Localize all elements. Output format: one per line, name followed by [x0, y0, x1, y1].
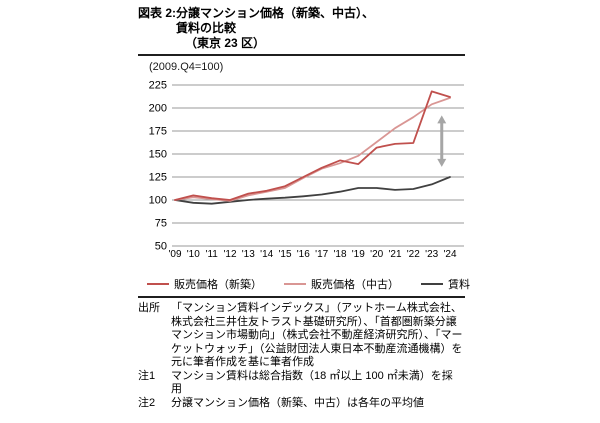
x-tick-label: '23 [425, 249, 438, 260]
y-tick-label: 225 [149, 80, 167, 92]
legend-label-rent: 賃料 [448, 279, 470, 291]
used-price-line-swatch [284, 283, 306, 285]
note-2-label: 注2 [138, 396, 156, 409]
x-tick-label: '21 [388, 249, 401, 260]
x-tick-label: '19 [352, 249, 365, 260]
footnotes: 出所 「マンション賃料インデックス」（アットホーム株式会社、 株式会社三井住友ト… [138, 302, 468, 410]
legend-item-new-price: 販売価格（新築） [147, 276, 262, 292]
x-tick-label: '22 [407, 249, 420, 260]
chart-legend: 販売価格（新築） 販売価格（中古） 賃料 [147, 276, 470, 292]
source-line: 元に筆者作成を基に筆者作成 [171, 356, 314, 368]
used-price-line [174, 96, 451, 202]
note-2: 注2 分譲マンション価格（新築、中古）は各年の平均値 [138, 397, 468, 411]
divider-top [138, 54, 465, 56]
x-tick-label: '18 [333, 249, 346, 260]
x-tick-label: '17 [315, 249, 328, 260]
note-1: 注1 マンション賃料は総合指数（18 ㎡以上 100 ㎡未満）を採 用 [138, 370, 468, 397]
new-price-line-swatch [147, 283, 169, 285]
legend-item-used-price: 販売価格（中古） [284, 276, 399, 292]
axis-unit-label: (2009.Q4=100) [149, 61, 224, 73]
divider-bottom [138, 296, 465, 298]
y-tick-label: 150 [149, 149, 167, 161]
source-line: マンション市場動向」（株式会社不動産経済研究所）、「マー [171, 329, 463, 341]
x-tick-label: '14 [260, 249, 273, 260]
y-tick-label: 50 [155, 241, 167, 253]
legend-item-rent: 賃料 [421, 276, 470, 292]
x-tick-label: '12 [223, 249, 236, 260]
figure-number: 図表 2: [138, 6, 177, 20]
note-2-text: 分譲マンション価格（新築、中古）は各年の平均値 [171, 397, 424, 411]
title-line-2: 賃料の比較 [176, 21, 237, 35]
x-tick-label: '20 [370, 249, 383, 260]
price-rent-line-chart: 225 200 175 150 125 100 75 50'09 '10 '11 '12 '13 '14… [149, 80, 464, 260]
figure-title: 図表 2: 分譲マンション価格（新築、中古）、 賃料の比較 （東京 23 区） [138, 6, 374, 51]
x-tick-label: '13 [242, 249, 255, 260]
new-price-line [174, 90, 451, 201]
source-line: 株式会社三井住友トラスト基礎研究所）、「首都圏新築分譲 [171, 315, 457, 328]
x-tick-label: '16 [297, 249, 310, 260]
note-2-line: 分譲マンション価格（新築、中古）は各年の平均値 [171, 396, 424, 409]
legend-label-new-price: 販売価格（新築） [174, 279, 262, 291]
rent-line [174, 176, 451, 205]
legend-label-used-price: 販売価格（中古） [311, 279, 399, 291]
chart-area: 225 200 175 150 125 100 75 50'09 '10 '11 '12 '13 '14… [130, 76, 480, 266]
title-line-3: （東京 23 区） [185, 36, 266, 50]
x-tick-label: '15 [278, 249, 291, 260]
y-tick-label: 125 [149, 172, 167, 184]
y-tick-label: 175 [149, 126, 167, 138]
x-tick-label: '10 [187, 249, 200, 260]
y-tick-label: 100 [149, 195, 167, 207]
x-tick-label: '24 [443, 249, 456, 260]
source-label: 出所 [138, 302, 160, 314]
note-1-label: 注1 [138, 369, 156, 382]
source-text: 「マンション賃料インデックス」（アットホーム株式会社、 株式会社三井住友トラスト… [171, 302, 463, 370]
source-note: 出所 「マンション賃料インデックス」（アットホーム株式会社、 株式会社三井住友ト… [138, 302, 468, 370]
figure-title-text: 分譲マンション価格（新築、中古）、 賃料の比較 （東京 23 区） [176, 6, 374, 51]
x-tick-label: '11 [206, 249, 219, 260]
note-1-line: マンション賃料は総合指数（18 ㎡以上 100 ㎡未満）を採 [171, 369, 453, 382]
note-1-text: マンション賃料は総合指数（18 ㎡以上 100 ㎡未満）を採 用 [171, 370, 453, 397]
rent-line-swatch [421, 283, 443, 285]
y-tick-label: 75 [155, 218, 167, 230]
title-line-1: 分譲マンション価格（新築、中古）、 [176, 6, 375, 20]
source-line: ケットウォッチ」（公益財団法人東日本不動産流通機構）を [171, 342, 463, 355]
source-line: 「マンション賃料インデックス」（アットホーム株式会社、 [171, 302, 462, 314]
x-tick-label: '09 [168, 249, 181, 260]
gap-arrow-head-down-icon [437, 158, 447, 167]
gap-arrow-head-up-icon [437, 115, 447, 124]
note-1-line: 用 [171, 383, 182, 395]
y-tick-label: 200 [149, 103, 167, 115]
